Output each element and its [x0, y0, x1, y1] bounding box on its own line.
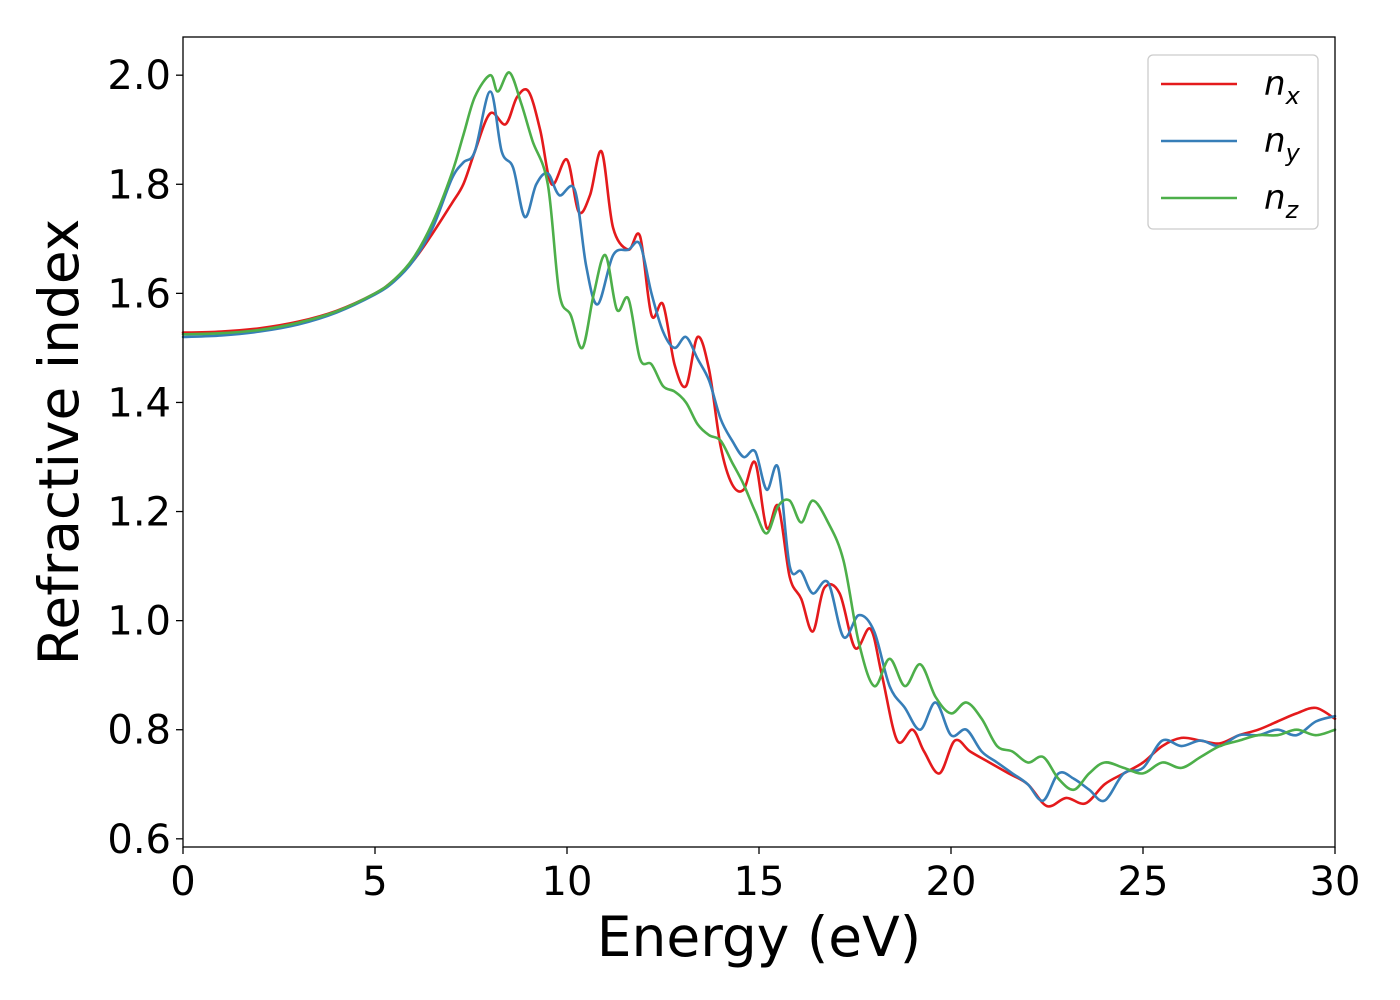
x-tick-label: 0	[170, 859, 195, 905]
y-tick-label: 1.8	[107, 162, 171, 208]
x-tick-label: 15	[734, 859, 785, 905]
legend-items: nx ny nz	[1161, 64, 1301, 224]
y-tick-label: 0.8	[107, 708, 171, 754]
x-tick-label: 30	[1310, 859, 1361, 905]
y-axis-ticks: 0.6 0.8 1.0 1.2 1.4 1.6 1.8 2.0	[107, 53, 183, 863]
legend-label-z: nz	[1264, 178, 1300, 224]
x-axis-label: Energy (eV)	[597, 905, 921, 969]
y-tick-label: 0.6	[107, 817, 171, 863]
y-tick-label: 1.6	[107, 271, 171, 317]
series-layer	[181, 71, 1337, 808]
y-axis-label: Refractive index	[27, 219, 91, 666]
x-axis-ticks: 0 5 10 15 20 25 30	[170, 847, 1360, 905]
legend: nx ny nz	[1147, 54, 1319, 230]
series-line-x	[181, 88, 1337, 808]
series-line-y	[181, 90, 1337, 803]
legend-label-x: nx	[1264, 64, 1301, 110]
y-tick-label: 2.0	[107, 53, 171, 99]
series-line-z	[181, 71, 1337, 792]
y-tick-label: 1.0	[107, 599, 171, 645]
y-tick-label: 1.2	[107, 490, 171, 536]
x-tick-label: 25	[1118, 859, 1169, 905]
x-tick-label: 20	[926, 859, 977, 905]
x-tick-label: 10	[542, 859, 593, 905]
y-tick-label: 1.4	[107, 380, 171, 426]
legend-label-y: ny	[1264, 121, 1301, 167]
x-tick-label: 5	[362, 859, 387, 905]
